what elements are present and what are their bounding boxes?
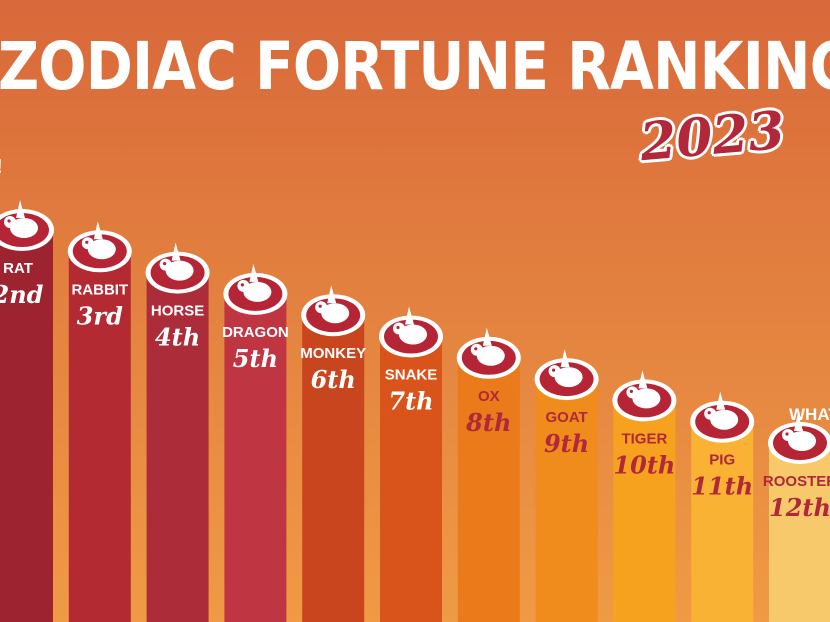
bar-rat — [0, 230, 53, 622]
bar-group-rat: RAT 2nd — [0, 200, 54, 622]
bar-rank-label: 5th — [233, 344, 278, 373]
bar-rank-label: 3rd — [77, 301, 123, 330]
pig-icon — [704, 391, 739, 430]
bar-name-label: ROOSTER — [763, 473, 830, 490]
ox-icon — [470, 327, 505, 366]
tiger-icon — [626, 370, 661, 409]
bar-rabbit — [68, 251, 131, 622]
bar-name-label: RAT — [3, 260, 33, 277]
bar-ox — [457, 357, 520, 622]
bar-rank-label: 6th — [311, 365, 356, 394]
rat-icon — [4, 200, 38, 238]
bar-pig — [691, 421, 754, 622]
rooster-icon — [782, 413, 816, 451]
bar-name-label: RABBIT — [71, 281, 128, 298]
bar-horse — [146, 272, 209, 622]
bar-group-monkey: MONKEY 6th — [300, 285, 366, 622]
bar-name-label: HORSE — [151, 303, 204, 320]
bar-group-horse: HORSE 4th — [145, 242, 210, 622]
bar-name-label: GOAT — [545, 409, 587, 426]
bar-snake — [380, 336, 442, 622]
bar-group-rabbit: RABBIT 3rd — [67, 221, 132, 622]
monkey-icon — [315, 285, 350, 324]
bar-name-label: PIG — [709, 452, 735, 469]
bar-rank-label: 12th — [769, 493, 830, 522]
bar-name-label: MONKEY — [300, 345, 366, 362]
bar-monkey — [302, 315, 365, 622]
dragon-icon — [237, 263, 272, 302]
bar-name-label: SNAKE — [385, 367, 438, 384]
chart-title: ZODIAC FORTUNE RANKING — [0, 28, 830, 105]
bar-rank-label: 11th — [691, 472, 753, 501]
bar-dragon — [224, 293, 287, 622]
bar-group-tiger: TIGER 10th — [612, 370, 677, 622]
bar-group-goat: GOAT 9th — [534, 349, 599, 622]
bar-rank-label: 9th — [544, 429, 589, 458]
bar-name-label: TIGER — [621, 430, 667, 447]
bar-group-rooster: ROOSTER 12th — [763, 413, 830, 622]
bar-goat — [535, 379, 598, 622]
bar-group-ox: OX 8th — [456, 327, 521, 622]
rabbit-icon — [81, 221, 116, 260]
bar-rank-label: 8th — [465, 408, 511, 437]
bar-group-dragon: DRAGON 5th — [222, 263, 289, 622]
bar-name-label: OX — [478, 388, 500, 405]
horse-icon — [159, 242, 194, 281]
intro-text-fragment: ! — [0, 156, 3, 179]
goat-icon — [548, 349, 583, 388]
bar-rooster — [769, 443, 830, 622]
bar-rank-label: 10th — [613, 450, 675, 479]
bar-group-snake: SNAKE 7th — [379, 306, 443, 622]
bar-tiger — [613, 400, 676, 622]
bar-rank-label: 4th — [155, 323, 200, 352]
bar-rank-label: 7th — [388, 387, 433, 416]
snake-icon — [393, 306, 427, 345]
bar-name-label: DRAGON — [222, 324, 289, 341]
bar-group-pig: PIG 11th — [690, 391, 755, 622]
bar-rank-label: 2nd — [0, 280, 44, 309]
